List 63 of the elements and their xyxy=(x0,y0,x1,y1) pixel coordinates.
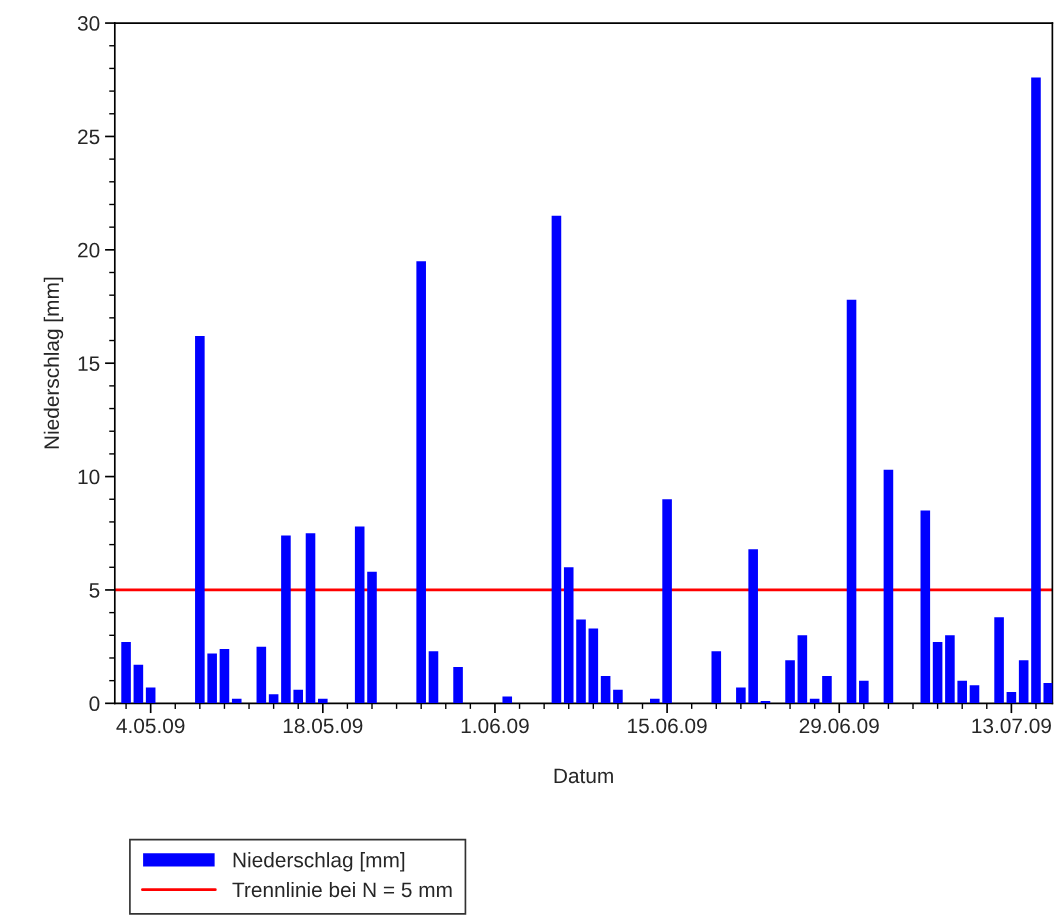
bar xyxy=(416,261,426,704)
y-tick-label: 10 xyxy=(78,469,100,485)
bar xyxy=(195,335,205,704)
bar xyxy=(588,628,599,704)
y-tick-label: 15 xyxy=(78,356,100,371)
bar xyxy=(318,698,328,704)
x-tick-label: 18.05.09 xyxy=(283,718,363,734)
bar xyxy=(1043,682,1053,704)
bar xyxy=(219,648,230,704)
y-tick-label: 20 xyxy=(78,242,100,258)
y-tick-label: 30 xyxy=(77,16,100,31)
x-axis-title: Datum xyxy=(554,768,613,784)
bar xyxy=(207,653,217,704)
bar xyxy=(736,687,746,704)
bar xyxy=(551,215,562,704)
x-tick-label: 29.06.09 xyxy=(799,718,879,734)
bar xyxy=(121,642,131,704)
bar xyxy=(945,635,955,704)
bar xyxy=(453,667,463,704)
bar xyxy=(367,571,377,704)
y-tick-label: 0 xyxy=(89,696,100,712)
bar xyxy=(957,680,967,704)
bar xyxy=(305,533,316,704)
bar xyxy=(1031,77,1041,704)
x-tick-label: 15.06.09 xyxy=(628,718,707,734)
x-tick-label: 1.06.09 xyxy=(461,718,529,734)
bar xyxy=(354,526,365,704)
bar xyxy=(268,694,279,704)
y-axis-title: Niederschlag [mm] xyxy=(43,277,64,449)
bar xyxy=(563,567,574,704)
bar xyxy=(883,469,894,704)
legend-label: Trennlinie bei N = 5 mm xyxy=(232,881,452,898)
bar xyxy=(711,651,722,704)
bar xyxy=(748,549,758,704)
bar xyxy=(920,510,931,704)
bar xyxy=(994,617,1004,704)
x-tick-label: 13.07.09 xyxy=(972,718,1051,734)
bar xyxy=(613,689,623,704)
bar xyxy=(145,687,156,704)
bar xyxy=(662,499,672,704)
bar xyxy=(576,619,586,704)
x-tick-label: 4.05.09 xyxy=(116,718,185,734)
bar xyxy=(133,664,144,704)
bar xyxy=(797,635,808,704)
bar xyxy=(502,696,513,704)
bar xyxy=(231,698,242,704)
bar xyxy=(969,685,980,704)
bar xyxy=(932,642,943,704)
bar xyxy=(1006,691,1017,704)
y-tick-label: 5 xyxy=(89,583,100,598)
bar xyxy=(293,689,304,704)
bar xyxy=(600,676,611,704)
y-tick-label: 25 xyxy=(78,129,100,145)
bar xyxy=(785,660,795,704)
bar xyxy=(822,676,832,704)
legend-label: Niederschlag [mm] xyxy=(233,852,405,872)
bar xyxy=(846,299,857,704)
bar xyxy=(281,535,291,704)
bar xyxy=(1018,660,1029,704)
bar xyxy=(650,698,660,704)
bar xyxy=(428,651,439,704)
bar xyxy=(256,646,267,704)
bar xyxy=(859,680,869,704)
